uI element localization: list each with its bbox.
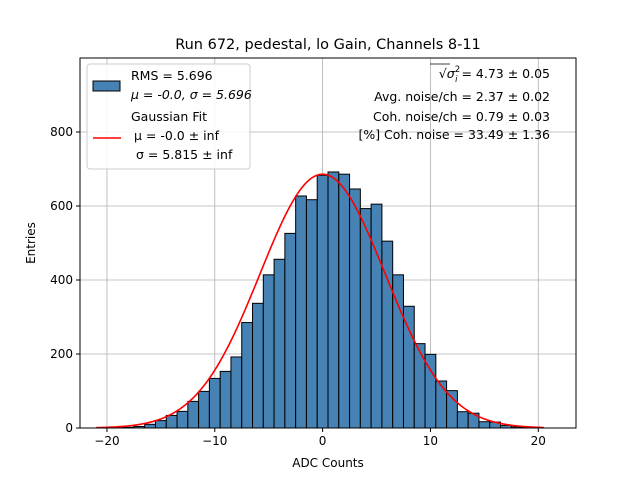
histogram-bar	[241, 322, 254, 429]
histogram-bar	[252, 302, 264, 429]
x-tick-label: 10	[423, 434, 438, 448]
annotation-coh-noise: Coh. noise/ch = 0.79 ± 0.03	[373, 109, 550, 124]
legend-histogram-swatch	[92, 80, 121, 92]
x-tick-label: −10	[202, 434, 227, 448]
annotation-sigma-line: √σ2 i = 4.73 ± 0.05	[439, 65, 550, 85]
legend: RMS = 5.696 μ = -0.0, σ = 5.696 Gaussian…	[86, 63, 252, 170]
histogram-bar	[198, 390, 210, 429]
axes	[79, 57, 577, 429]
histogram-bar	[284, 232, 297, 429]
annotation-sigma-sub: i	[455, 75, 458, 85]
histogram-bar	[370, 203, 383, 429]
histogram-bar	[262, 274, 275, 429]
y-tick-label: 600	[50, 199, 73, 213]
legend-box	[86, 63, 251, 170]
annotation-sigma-sup: 2	[455, 65, 460, 75]
y-tick-label: 400	[50, 273, 73, 287]
histogram-bar	[176, 410, 189, 429]
histogram-bar	[338, 173, 351, 429]
annotation-pct-coh-noise: [%] Coh. noise = 33.49 ± 1.36	[358, 127, 550, 142]
histogram-bar	[305, 199, 318, 429]
histogram-bar	[187, 400, 200, 429]
chart-title: Run 672, pedestal, lo Gain, Channels 8-1…	[175, 37, 481, 53]
histogram-bar	[208, 377, 221, 429]
legend-histogram-stats: μ = -0.0, σ = 5.696	[130, 87, 252, 102]
histogram-bar	[144, 423, 156, 429]
annotation-sigma-symbol: σ	[447, 66, 456, 81]
x-axis-label: ADC Counts	[292, 456, 364, 470]
noise-annotations: √σ2 i = 4.73 ± 0.05 Avg. noise/ch = 2.37 …	[358, 63, 550, 142]
histogram-bar	[327, 171, 340, 429]
x-axis-ticks: −20 −10 0 10 20	[94, 428, 546, 448]
histogram-bars	[101, 171, 545, 429]
y-tick-label: 0	[65, 421, 73, 435]
gaussian-fit-curve	[96, 173, 544, 429]
y-axis-ticks: 0 200 400 600 800	[50, 125, 80, 435]
legend-histogram-label: RMS = 5.696	[131, 68, 213, 83]
histogram-bar	[273, 258, 286, 429]
annotation-sigma-sqrt: √	[439, 66, 447, 81]
annotation-sigma-value: = 4.73 ± 0.05	[457, 66, 550, 81]
annotation-avg-noise: Avg. noise/ch = 2.37 ± 0.02	[374, 89, 550, 104]
histogram-bar	[446, 390, 458, 429]
legend-fit-mu: μ = -0.0 ± inf	[134, 128, 220, 143]
x-tick-label: −20	[94, 434, 119, 448]
legend-fit-sigma: σ = 5.815 ± inf	[136, 147, 233, 162]
histogram-bar	[456, 411, 469, 429]
histogram-bar	[349, 188, 361, 429]
axes-frame	[79, 57, 577, 429]
histogram-bar	[154, 420, 167, 429]
y-tick-label: 200	[50, 347, 73, 361]
histogram-bar	[359, 208, 372, 429]
histogram-bar	[435, 380, 448, 429]
x-tick-label: 20	[531, 434, 546, 448]
y-tick-label: 800	[50, 125, 73, 139]
histogram-bar	[165, 414, 178, 429]
x-tick-label: 0	[319, 434, 327, 448]
histogram-bar	[478, 421, 491, 429]
histogram-bar	[219, 370, 232, 429]
histogram-bar	[402, 305, 415, 429]
histogram-bar	[230, 356, 243, 429]
histogram-bar	[295, 195, 307, 429]
histogram-bar	[413, 343, 426, 429]
histogram-bar	[316, 174, 329, 429]
y-axis-label: Entries	[24, 222, 38, 264]
legend-fit-label: Gaussian Fit	[131, 109, 207, 124]
